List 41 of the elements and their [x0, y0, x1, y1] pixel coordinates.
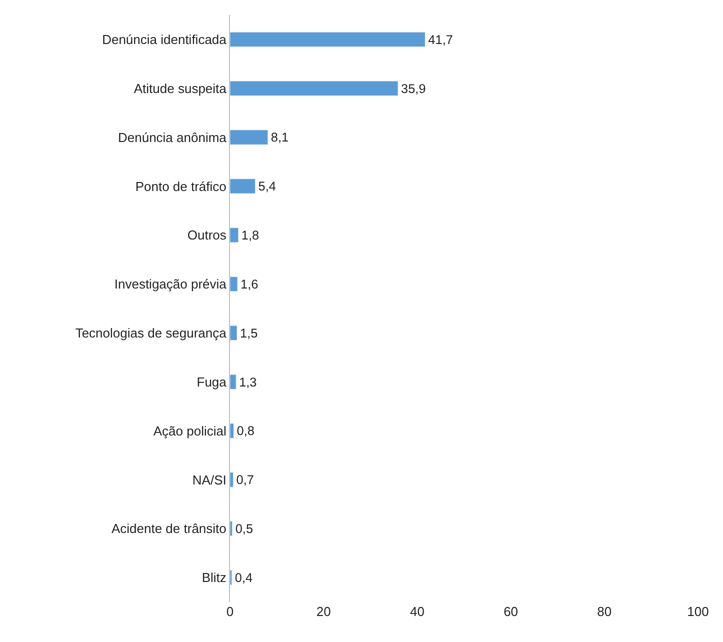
bar	[230, 521, 233, 536]
data-label: 0,4	[234, 570, 253, 585]
y-tick-label: Investigação prévia	[114, 276, 228, 292]
y-tick-label: Tecnologias de segurança	[75, 326, 228, 341]
data-label: 1,8	[241, 228, 260, 243]
bar	[230, 130, 268, 145]
data-label: 0,8	[236, 423, 254, 438]
y-tick-label: Blitz	[202, 570, 226, 586]
y-tick-label: Outros	[187, 228, 227, 243]
data-label: 35,9	[401, 80, 426, 96]
bar	[230, 325, 238, 341]
y-tick-label: Ponto de tráfico	[135, 178, 226, 194]
x-tick-label: 60	[504, 604, 518, 619]
y-tick-label: Atitude suspeita	[134, 80, 228, 96]
data-label: 0,7	[236, 472, 254, 488]
x-tick-label: 20	[316, 604, 331, 619]
y-tick-label: Denúncia anônima	[118, 130, 228, 145]
y-tick-label: Fuga	[196, 374, 228, 390]
data-label: 1,5	[240, 325, 258, 340]
bar	[230, 423, 234, 438]
data-label: 8,1	[270, 130, 289, 145]
data-label: 0,5	[235, 521, 254, 536]
data-label: 1,6	[240, 276, 258, 292]
bar	[230, 276, 238, 292]
data-label: 41,7	[428, 32, 453, 47]
y-tick-label: Ação policial	[153, 423, 226, 438]
y-tick-label: Denúncia identificada	[102, 32, 228, 48]
x-tick-label: 0	[226, 604, 234, 619]
x-tick-label: 100	[687, 604, 709, 619]
bar	[230, 472, 234, 488]
y-tick-label: NA/SI	[192, 472, 226, 488]
y-tick-label: Acidente de trânsito	[111, 521, 226, 536]
x-tick-label: 80	[597, 604, 612, 619]
x-tick-label: 40	[410, 604, 424, 619]
bar	[230, 228, 239, 243]
data-label: 5,4	[258, 178, 276, 194]
data-label: 1,3	[239, 374, 257, 390]
bar	[230, 178, 256, 194]
bar	[230, 374, 236, 390]
bar	[230, 80, 398, 96]
bar	[230, 32, 426, 48]
